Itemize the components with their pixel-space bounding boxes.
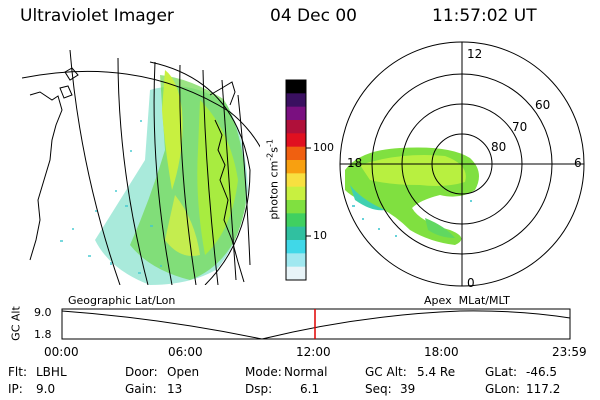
- colorbar-segment: [286, 266, 306, 281]
- lat-label-60: 60: [535, 98, 551, 112]
- colorbar-segment: [286, 253, 306, 268]
- info-flt-value: LBHL: [36, 365, 67, 379]
- mlt-label-6: 6: [574, 156, 582, 170]
- colorbar-segment: [286, 146, 306, 161]
- altitude-ylabel: GC Alt: [9, 306, 23, 341]
- meridian-lines: [69, 49, 251, 285]
- unit-exp1: -2: [265, 152, 275, 161]
- altitude-plot-frame: [61, 308, 571, 340]
- colorbar-segment: [286, 80, 306, 94]
- colorbar-unit-label: photon cm-2s-1: [266, 84, 281, 274]
- altitude-ytick-high: 9.0: [34, 306, 52, 319]
- info-seq-value: 39: [400, 382, 416, 396]
- unit-base: photon cm: [267, 160, 281, 220]
- time-tick-0600: 06:00: [168, 345, 203, 359]
- info-dsp-key: Dsp:: [245, 382, 273, 396]
- aurora-emission-left: [95, 70, 248, 285]
- time-tick-0000: 00:00: [44, 345, 79, 359]
- colorbar-label-100: 100: [313, 141, 334, 154]
- info-gain-value: 13: [167, 382, 183, 396]
- info-dsp-value: 6.1: [300, 382, 320, 396]
- info-door-value: Open: [167, 365, 200, 379]
- unit-mid: s: [267, 146, 281, 153]
- colorbar-segment: [286, 173, 306, 188]
- info-door-key: Door:: [125, 365, 158, 379]
- time-tick-1800: 18:00: [424, 345, 459, 359]
- time-tick-2359: 23:59: [552, 345, 587, 359]
- colorbar-segment: [286, 93, 306, 108]
- colorbar-segment: [286, 160, 306, 174]
- geographic-map: [22, 49, 260, 285]
- info-mode-value: Normal: [284, 365, 328, 379]
- colorbar-segment: [286, 240, 306, 254]
- colorbar-segment: [286, 106, 306, 121]
- info-glat-key: GLat:: [485, 365, 518, 379]
- info-gcalt-value: 5.4 Re: [417, 365, 456, 379]
- info-gcalt-key: GC Alt:: [365, 365, 407, 379]
- colorbar-segment: [286, 213, 306, 228]
- colorbar-label-10: 10: [313, 229, 327, 242]
- altitude-plot: [61, 308, 571, 340]
- aurora-emission-right: [345, 147, 479, 245]
- colorbar-segment: [286, 120, 306, 134]
- lat-label-80: 80: [491, 140, 507, 154]
- time-tick-1200: 12:00: [296, 345, 331, 359]
- polar-plot: [339, 41, 585, 287]
- lat-label-70: 70: [512, 120, 528, 134]
- noise-speckles: [60, 120, 162, 274]
- colorbar-segment: [286, 186, 306, 201]
- colorbar-segment: [286, 133, 306, 148]
- instrument-title: Ultraviolet Imager: [20, 6, 174, 26]
- earth-limb: [149, 61, 251, 285]
- date-label: 04 Dec 00: [270, 6, 357, 26]
- info-ip-key: IP:: [8, 382, 23, 396]
- mlt-label-12: 12: [467, 47, 483, 61]
- apex-caption: Apex MLat/MLT: [424, 294, 510, 307]
- altitude-curve: [61, 310, 571, 340]
- unit-exp2: -1: [265, 139, 275, 147]
- coastlines: [29, 67, 245, 283]
- mlt-label-18: 18: [347, 156, 363, 170]
- geographic-caption: Geographic Lat/Lon: [68, 294, 176, 307]
- altitude-ytick-low: 1.8: [34, 328, 52, 341]
- colorbar-segment: [286, 226, 306, 241]
- time-label: 11:57:02 UT: [432, 6, 537, 26]
- info-seq-key: Seq:: [365, 382, 392, 396]
- info-glon-value: 117.2: [526, 382, 561, 396]
- info-flt-key: Flt:: [8, 365, 27, 379]
- info-mode-key: Mode:: [245, 365, 282, 379]
- info-glat-value: -46.5: [526, 365, 558, 379]
- info-gain-key: Gain:: [125, 382, 157, 396]
- info-glon-key: GLon:: [485, 382, 520, 396]
- info-ip-value: 9.0: [36, 382, 56, 396]
- mlt-label-0: 0: [467, 276, 475, 290]
- mlt-spokes: [340, 42, 584, 286]
- color-bar: [285, 79, 311, 281]
- colorbar-segment: [286, 200, 306, 214]
